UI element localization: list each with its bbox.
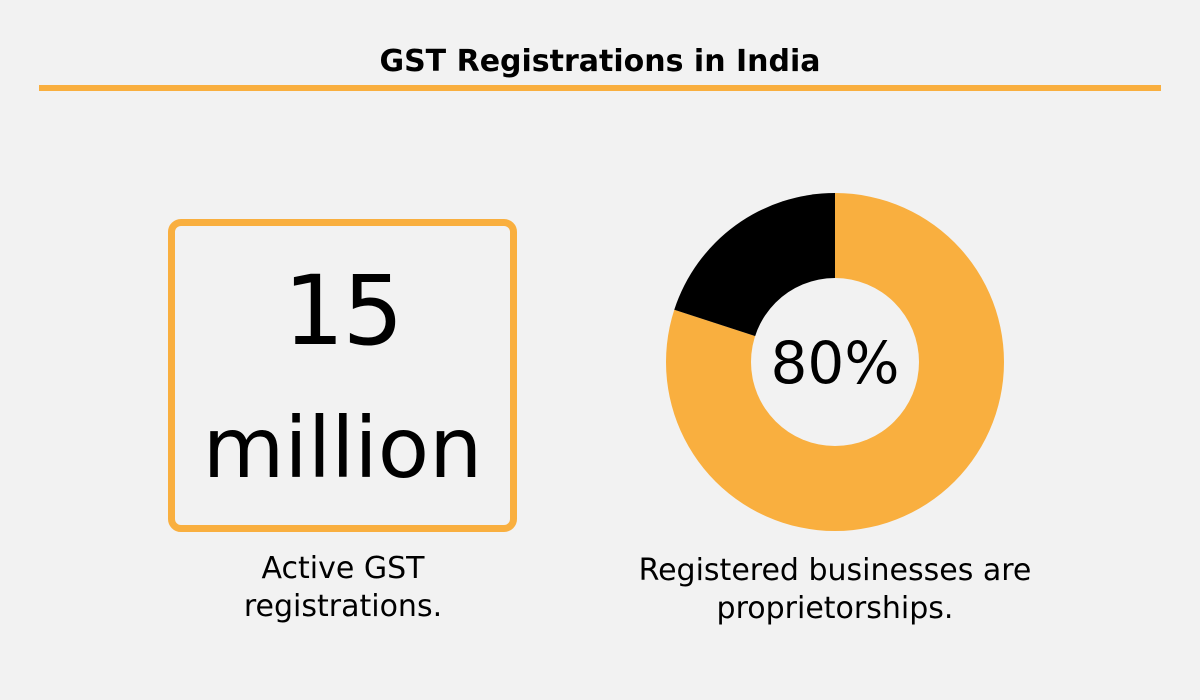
stat-caption: Active GST registrations. [178,550,508,626]
donut-caption-line-1: Registered businesses are [638,553,1032,588]
donut-hole [751,278,919,446]
page-title: GST Registrations in India [379,44,821,79]
donut-caption-line-2: proprietorships. [716,591,954,626]
stat-caption-line-1: Active GST [261,551,425,586]
donut-center-label: 80% [770,329,900,397]
donut-caption: Registered businesses are proprietorship… [595,552,1075,628]
stat-number: 15 [283,255,403,367]
stat-box [168,219,517,532]
donut-chart [666,193,1004,531]
title-underline [39,85,1161,91]
stat-caption-line-2: registrations. [243,589,443,624]
stat-unit: million [202,399,483,497]
